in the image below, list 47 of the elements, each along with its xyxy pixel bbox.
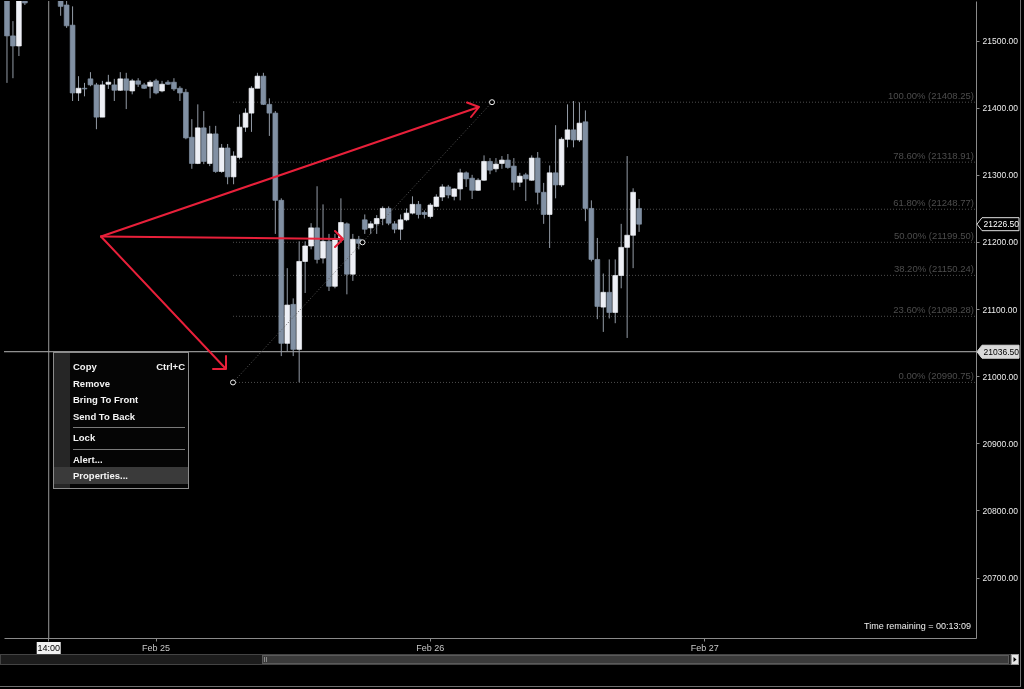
y-tick-label: 20800.00	[982, 505, 1019, 516]
candlestick	[111, 78, 118, 102]
ref-line-label: 50.00% (21199.50)	[893, 230, 974, 242]
annotation: Alert...	[73, 453, 103, 465]
candlestick	[147, 79, 153, 99]
ref-line-label: 21036.50	[983, 346, 1020, 357]
x-tick-label: Feb 27	[690, 642, 719, 653]
price-tag: 21226.50	[976, 217, 1020, 232]
candlestick	[576, 101, 583, 143]
candlestick	[523, 172, 529, 202]
candlestick	[123, 72, 129, 110]
candlestick	[320, 203, 326, 264]
y-tick-label: 21000.00	[982, 371, 1019, 382]
annotation: Bring To Front	[73, 394, 139, 405]
candlestick	[218, 143, 225, 174]
ref-line-label: 23.60% (21089.28)	[893, 304, 974, 316]
ref-line-label: 0.00% (20990.75)	[898, 370, 974, 382]
y-tick-label: 21200.00	[982, 237, 1019, 248]
ref-line-label: 78.60% (21318.91)	[893, 150, 974, 162]
candlestick	[529, 154, 535, 182]
candlestick	[75, 75, 82, 102]
candlestick	[606, 258, 612, 319]
x-tick-label: Feb 25	[142, 642, 171, 653]
annotation: Time remaining = 00:13:09	[864, 621, 971, 631]
annotation: Copy	[73, 361, 97, 372]
annotation: Properties...	[73, 470, 128, 481]
price-tag: 21036.50	[976, 344, 1020, 359]
y-tick-label: 21400.00	[982, 103, 1019, 114]
ref-line-label: 100.00% (21408.25)	[887, 90, 974, 102]
annotation: Send To Back	[73, 410, 136, 422]
annotation: Remove	[73, 377, 110, 389]
y-tick-label: 20900.00	[982, 438, 1019, 449]
y-tick-label: 21500.00	[982, 36, 1019, 47]
x-tick-label: Feb 26	[416, 642, 445, 653]
y-tick-label: 21100.00	[982, 304, 1018, 315]
candlestick	[636, 198, 642, 233]
candlestick	[362, 213, 368, 235]
annotation: Ctrl+C	[156, 361, 185, 372]
candlestick	[117, 71, 124, 92]
ref-line-label: 38.20% (21150.24)	[893, 263, 974, 275]
candlestick	[600, 273, 607, 333]
candlestick	[570, 100, 577, 148]
annotation: Lock	[73, 432, 96, 443]
y-tick-label: 20700.00	[982, 573, 1019, 584]
y-tick-label: 21300.00	[982, 170, 1019, 181]
candlestick	[552, 124, 559, 199]
ref-line-label: 61.80% (21248.77)	[893, 197, 974, 209]
